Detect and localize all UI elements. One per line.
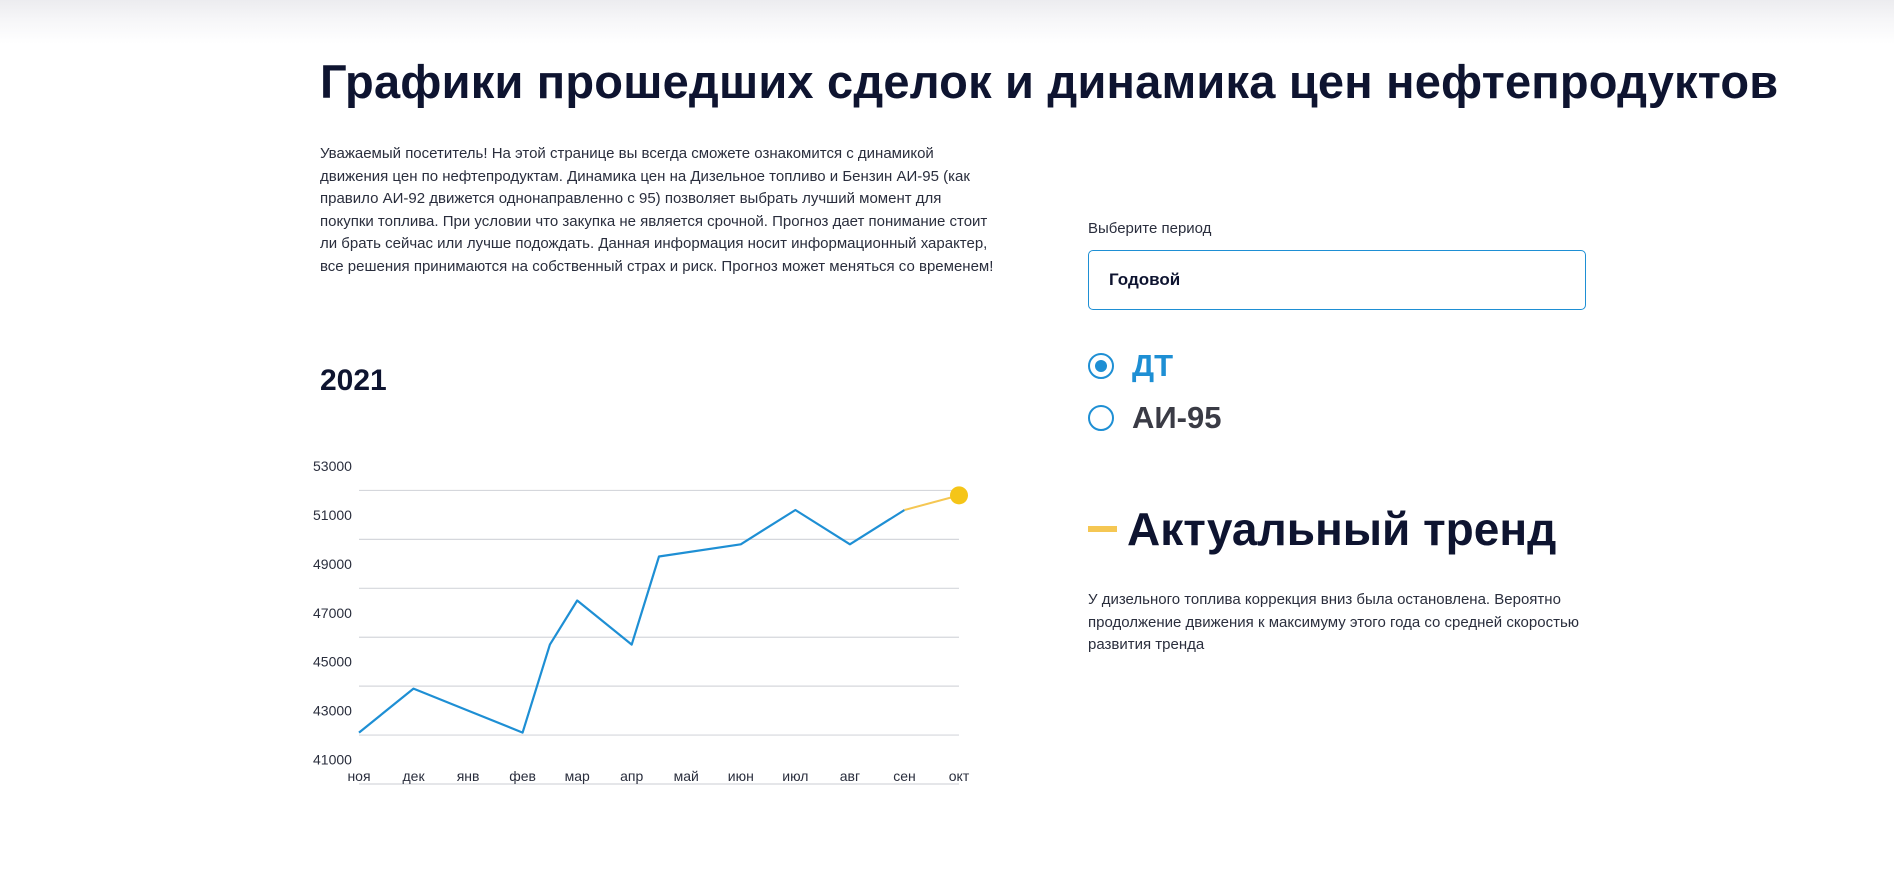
trend-text: У дизельного топлива коррекция вниз была… xyxy=(1088,591,1580,653)
trend-title: Актуальный тренд xyxy=(1127,503,1557,555)
radio-ai95[interactable] xyxy=(1088,405,1114,431)
x-tick-label: окт xyxy=(949,768,970,784)
fuel-option-dt-label: ДТ xyxy=(1132,348,1174,383)
fuel-option-ai95[interactable]: АИ-95 xyxy=(1088,400,1221,436)
fuel-option-ai95-label: АИ-95 xyxy=(1132,400,1222,435)
x-tick-label: май xyxy=(674,768,699,784)
y-tick-label: 45000 xyxy=(313,654,352,670)
forecast-price-line xyxy=(904,494,960,511)
y-tick-label: 51000 xyxy=(313,507,352,523)
y-tick-label: 49000 xyxy=(313,556,352,572)
x-tick-label: мар xyxy=(565,768,590,784)
page-title: Графики прошедших сделок и динамика цен … xyxy=(320,55,1779,108)
radio-dt[interactable] xyxy=(1088,353,1114,379)
y-tick-label: 47000 xyxy=(313,605,352,621)
x-tick-label: апр xyxy=(620,768,643,784)
x-tick-label: сен xyxy=(893,768,916,784)
x-tick-label: июн xyxy=(728,768,754,784)
chart-year-title: 2021 xyxy=(320,364,387,397)
x-tick-label: июл xyxy=(782,768,808,784)
y-tick-label: 41000 xyxy=(313,752,352,768)
top-header-shadow xyxy=(0,0,1894,44)
period-select[interactable]: Годовой xyxy=(1088,250,1586,310)
period-select-value: Годовой xyxy=(1109,270,1181,289)
price-chart: 53000 51000 49000 47000 45000 43000 41000 ноя де… xyxy=(300,448,1000,798)
x-tick-label: ноя xyxy=(347,768,370,784)
trend-accent-line xyxy=(1088,526,1117,532)
y-tick-label: 53000 xyxy=(313,458,352,474)
y-tick-label: 43000 xyxy=(313,703,352,719)
x-tick-label: янв xyxy=(457,768,480,784)
x-tick-label: фев xyxy=(509,768,536,784)
x-tick-label: дек xyxy=(402,768,425,784)
x-tick-label: авг xyxy=(840,768,860,784)
period-label: Выберите период xyxy=(1088,220,1212,237)
intro-text: Уважаемый посетитель! На этой странице в… xyxy=(320,145,994,275)
historical-price-line xyxy=(358,508,906,734)
fuel-option-dt[interactable]: ДТ xyxy=(1088,348,1173,384)
forecast-point xyxy=(950,486,968,505)
